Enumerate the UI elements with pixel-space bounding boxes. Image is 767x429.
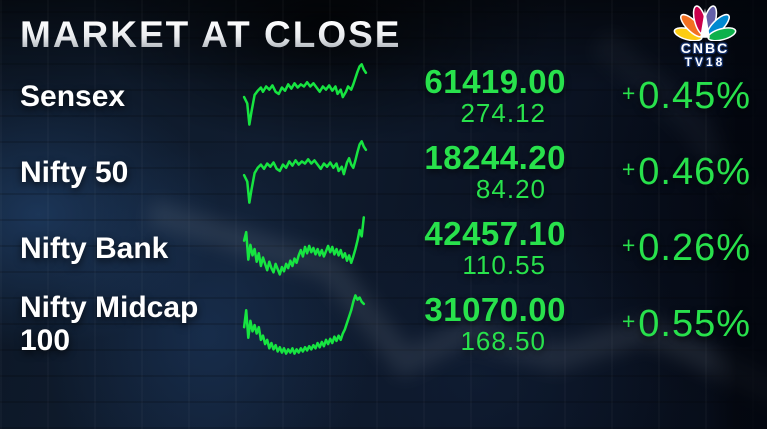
value-column: 18244.20 84.20 [374,141,566,203]
sparkline-chart [242,58,374,134]
cnbc-tv18-logo: CNBC TV18 [669,5,741,68]
percent-value: 0.45% [638,74,751,117]
index-percent: +0.46% [622,151,751,193]
logo-text-tv18: TV18 [684,55,726,69]
index-label: Nifty 50 [20,155,129,189]
index-percent: +0.26% [622,227,751,269]
sparkline-chart [242,286,374,362]
value-column: 31070.00 168.50 [374,293,566,355]
index-change: 168.50 [460,325,546,356]
percent-value: 0.46% [638,150,751,193]
percent-column: +0.45% [566,75,767,118]
index-row-nifty50: Nifty 50 18244.20 84.20 +0.46% [0,134,767,210]
sparkline-chart [242,134,374,210]
index-change: 274.12 [460,97,546,128]
index-row-niftybank: Nifty Bank 42457.10 110.55 +0.26% [0,210,767,286]
index-value: 18244.20 [424,138,566,176]
percent-column: +0.26% [566,227,767,270]
peacock-feathers [673,5,737,41]
index-value: 61419.00 [424,62,566,100]
percent-value: 0.26% [638,226,751,269]
index-label: Sensex [20,79,126,113]
index-row-niftymidcap100: Nifty Midcap 100 31070.00 168.50 +0.55% [0,286,767,362]
index-value: 31070.00 [424,290,566,328]
index-row-sensex: Sensex 61419.00 274.12 +0.45% [0,58,767,134]
sparkline-chart [242,210,374,286]
plus-sign: + [621,231,637,258]
plus-sign: + [621,307,637,334]
plus-sign: + [621,155,637,182]
logo-text-cnbc: CNBC [680,40,730,56]
index-percent: +0.55% [622,303,751,345]
percent-column: +0.55% [566,303,767,346]
index-label: Nifty Bank [20,231,169,265]
peacock-body [700,8,710,38]
index-change: 110.55 [462,249,546,280]
index-value: 42457.10 [424,214,566,252]
value-column: 42457.10 110.55 [374,217,566,279]
index-label: Nifty Midcap 100 [20,291,199,357]
percent-column: +0.46% [566,151,767,194]
page-title: MARKET AT CLOSE [20,14,402,55]
peacock-icon [673,5,737,41]
value-column: 61419.00 274.12 [374,65,566,127]
plus-sign: + [621,79,637,106]
index-change: 84.20 [475,173,546,204]
index-percent: +0.45% [622,75,751,117]
percent-value: 0.55% [638,302,751,345]
